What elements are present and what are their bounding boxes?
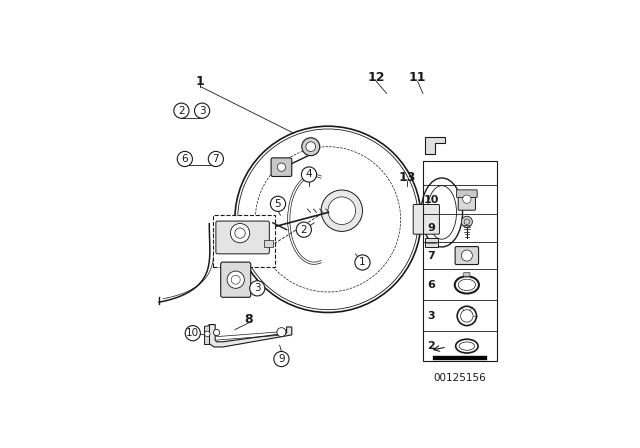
Circle shape — [195, 103, 210, 118]
Polygon shape — [424, 238, 438, 247]
FancyBboxPatch shape — [458, 195, 476, 210]
Text: 3: 3 — [428, 311, 435, 321]
Text: 4: 4 — [306, 169, 312, 180]
FancyBboxPatch shape — [264, 241, 273, 247]
Text: 3: 3 — [199, 106, 205, 116]
Text: 11: 11 — [409, 71, 426, 84]
Text: 1: 1 — [196, 75, 205, 88]
Text: 2: 2 — [178, 106, 185, 116]
Bar — [433, 356, 486, 360]
FancyBboxPatch shape — [455, 246, 479, 264]
Text: 13: 13 — [399, 172, 416, 185]
Circle shape — [235, 126, 421, 313]
Text: 5: 5 — [275, 199, 282, 209]
FancyBboxPatch shape — [216, 221, 269, 254]
Circle shape — [277, 163, 285, 171]
Text: 00125156: 00125156 — [433, 373, 486, 383]
Circle shape — [185, 326, 200, 341]
FancyBboxPatch shape — [464, 272, 470, 276]
Text: 12: 12 — [367, 71, 385, 84]
FancyBboxPatch shape — [214, 215, 275, 267]
Circle shape — [177, 151, 193, 167]
Circle shape — [205, 331, 210, 336]
FancyBboxPatch shape — [221, 262, 251, 297]
Text: 10: 10 — [424, 194, 439, 204]
Circle shape — [463, 195, 471, 203]
Circle shape — [250, 281, 265, 296]
Text: 9: 9 — [278, 354, 285, 364]
FancyBboxPatch shape — [271, 158, 292, 177]
Circle shape — [274, 352, 289, 366]
Circle shape — [461, 250, 472, 261]
Circle shape — [461, 216, 472, 227]
Text: 7: 7 — [428, 250, 435, 261]
Polygon shape — [424, 137, 445, 154]
Bar — [423, 161, 497, 361]
Circle shape — [208, 151, 223, 167]
Text: 7: 7 — [212, 154, 220, 164]
Text: 3: 3 — [254, 283, 260, 293]
Text: 1: 1 — [359, 258, 366, 267]
Circle shape — [214, 329, 220, 336]
Ellipse shape — [421, 178, 463, 247]
Text: 6: 6 — [182, 154, 188, 164]
Circle shape — [230, 224, 250, 243]
Circle shape — [355, 255, 370, 270]
Circle shape — [328, 197, 356, 224]
Circle shape — [174, 103, 189, 118]
Circle shape — [227, 271, 244, 289]
Text: 9: 9 — [428, 223, 435, 233]
Text: 10: 10 — [186, 328, 199, 338]
Circle shape — [306, 142, 316, 151]
Ellipse shape — [427, 186, 456, 239]
Circle shape — [296, 222, 312, 237]
Text: 8: 8 — [244, 313, 253, 326]
Text: 2: 2 — [301, 225, 307, 235]
Text: 6: 6 — [428, 280, 435, 290]
Circle shape — [301, 167, 317, 182]
Circle shape — [270, 196, 285, 211]
FancyBboxPatch shape — [456, 190, 477, 198]
Circle shape — [321, 190, 362, 232]
Circle shape — [277, 327, 286, 336]
Polygon shape — [209, 324, 292, 347]
Polygon shape — [204, 324, 209, 344]
Circle shape — [302, 138, 320, 155]
Text: 2: 2 — [428, 341, 435, 351]
FancyBboxPatch shape — [413, 204, 440, 234]
